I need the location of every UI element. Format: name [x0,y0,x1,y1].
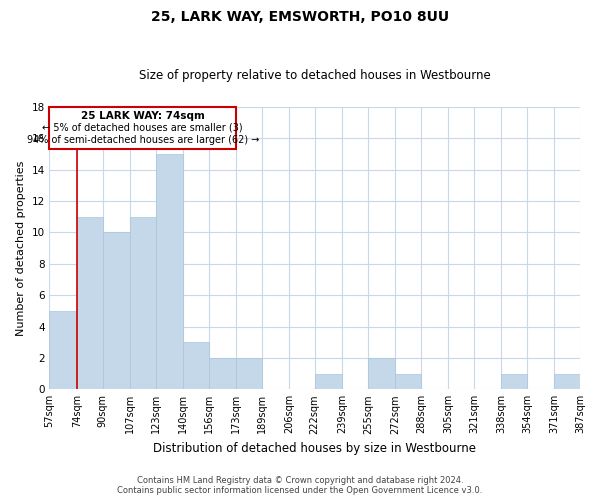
X-axis label: Distribution of detached houses by size in Westbourne: Distribution of detached houses by size … [153,442,476,455]
Bar [49,311,77,390]
Bar [236,358,262,390]
Text: 94% of semi-detached houses are larger (62) →: 94% of semi-detached houses are larger (… [26,135,259,145]
Bar [183,342,209,390]
Bar [554,374,580,390]
Bar [315,374,342,390]
Bar [103,232,130,390]
Title: Size of property relative to detached houses in Westbourne: Size of property relative to detached ho… [139,69,491,82]
Text: 25, LARK WAY, EMSWORTH, PO10 8UU: 25, LARK WAY, EMSWORTH, PO10 8UU [151,10,449,24]
FancyBboxPatch shape [49,107,236,149]
Text: Contains HM Land Registry data © Crown copyright and database right 2024.
Contai: Contains HM Land Registry data © Crown c… [118,476,482,495]
Bar [368,358,395,390]
Bar [155,154,183,390]
Text: ← 5% of detached houses are smaller (3): ← 5% of detached houses are smaller (3) [43,123,243,133]
Bar [395,374,421,390]
Bar [77,216,103,390]
Y-axis label: Number of detached properties: Number of detached properties [16,160,26,336]
Text: 25 LARK WAY: 74sqm: 25 LARK WAY: 74sqm [81,111,205,121]
Bar [501,374,527,390]
Bar [209,358,236,390]
Bar [130,216,155,390]
